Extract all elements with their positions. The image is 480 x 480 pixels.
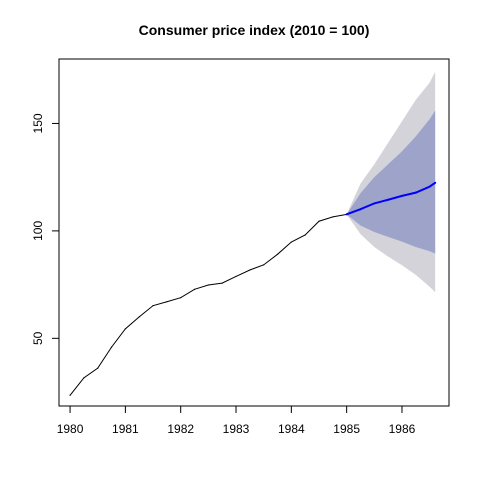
- history-point: [304, 234, 306, 236]
- history-series-line: [69, 213, 347, 396]
- x-tick-label: 1986: [389, 422, 416, 436]
- forecast-point: [345, 213, 348, 216]
- forecast-point: [428, 185, 431, 188]
- history-point: [69, 394, 71, 396]
- series-lines: [69, 181, 437, 396]
- history-point: [166, 301, 168, 303]
- history-point: [152, 305, 154, 307]
- forecast-series-line: [346, 181, 436, 216]
- history-point: [290, 241, 292, 243]
- forecast-point: [414, 191, 417, 194]
- y-tick-label: 50: [31, 331, 45, 345]
- prediction-band-80: [346, 110, 436, 254]
- history-point: [124, 328, 126, 330]
- x-axis: 1980 1981 1982 1983 1984 1985 1986: [57, 405, 416, 436]
- x-tick-label: 1980: [57, 422, 84, 436]
- forecast-point: [400, 194, 403, 197]
- x-tick-label: 1982: [167, 422, 194, 436]
- history-point: [221, 282, 223, 284]
- x-tick-label: 1983: [223, 422, 250, 436]
- history-point: [332, 216, 334, 218]
- history-point: [276, 253, 279, 255]
- forecast-point: [373, 202, 376, 205]
- history-point: [235, 275, 237, 278]
- x-tick-label: 1985: [333, 422, 360, 436]
- y-axis: 50 100 150: [31, 113, 60, 345]
- history-point: [83, 377, 85, 379]
- y-tick-label: 100: [31, 221, 45, 241]
- forecast-point: [387, 198, 390, 201]
- history-point: [193, 288, 196, 290]
- prediction-bands: [346, 71, 436, 293]
- history-point: [318, 220, 320, 222]
- history-point: [207, 284, 209, 286]
- forecast-point: [359, 208, 362, 211]
- x-tick-label: 1984: [278, 422, 305, 436]
- x-tick-label: 1981: [112, 422, 139, 436]
- chart-title: Consumer price index (2010 = 100): [139, 22, 370, 38]
- y-tick-label: 150: [31, 113, 45, 133]
- history-point: [249, 269, 251, 271]
- history-point: [97, 367, 99, 369]
- history-point: [263, 264, 265, 266]
- history-point: [110, 346, 113, 348]
- history-point: [180, 297, 182, 299]
- history-point: [138, 316, 140, 318]
- forecast-point: [434, 181, 437, 184]
